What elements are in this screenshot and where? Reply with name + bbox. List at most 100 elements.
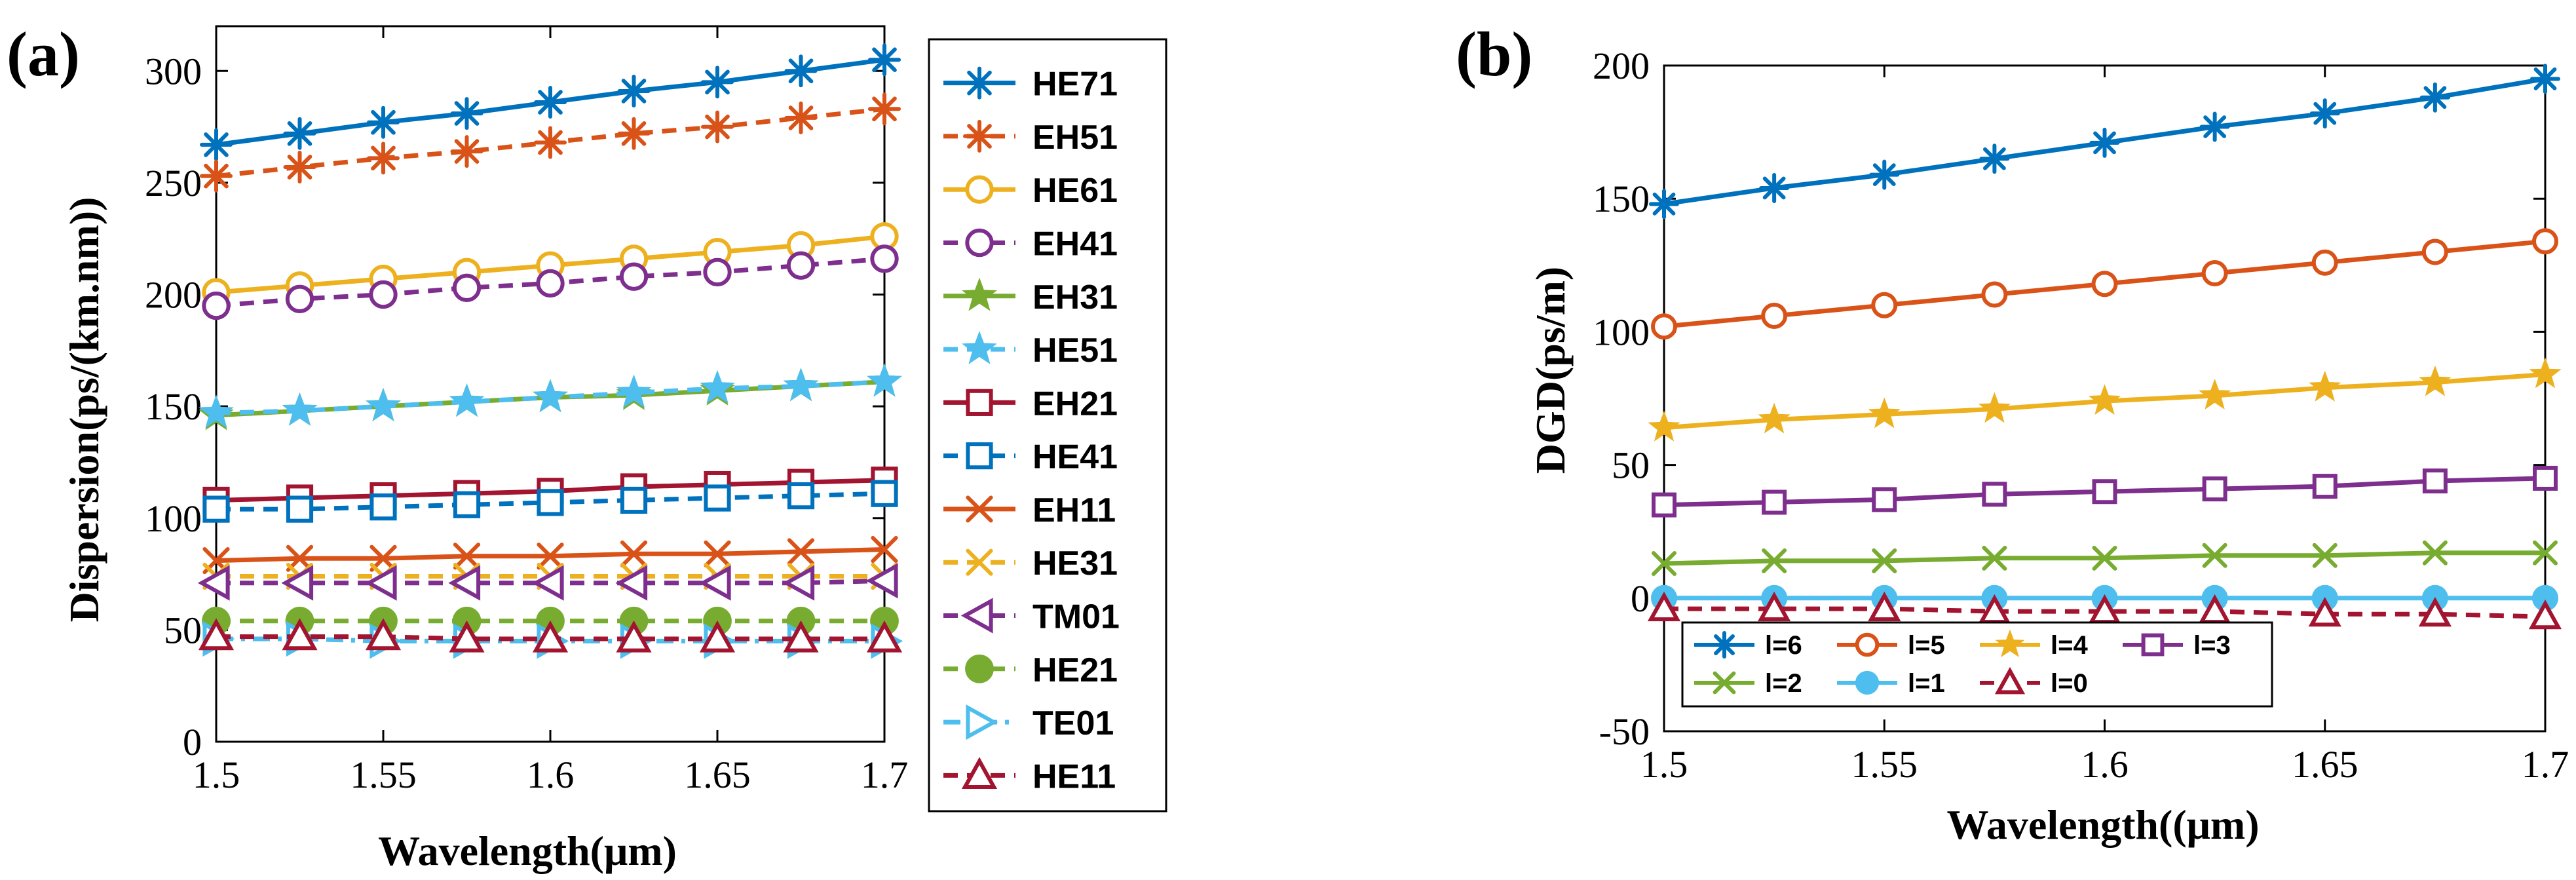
- panel-a-legend-label: TE01: [1032, 704, 1114, 742]
- panel-a-point-he51: [449, 383, 485, 417]
- panel-b-point-l-2: [2312, 543, 2338, 568]
- panel-a-series-he71: [200, 43, 901, 161]
- panel-b-point-l-2: [2533, 540, 2558, 565]
- panel-a-point-he71: [450, 97, 483, 130]
- panel-a-point-eh51: [450, 135, 483, 168]
- panel-a-point-eh41: [870, 244, 899, 273]
- panel-a-point-he51: [199, 394, 234, 429]
- panel-b-legend-marker: [2141, 633, 2165, 657]
- panel-b: (b) DGD(ps/m) Wavelength((μm) 1.5 1.55 1.6…: [1456, 19, 2569, 848]
- panel-b-ytick-label: 150: [1593, 178, 1650, 220]
- panel-b-point-l-0: [1758, 591, 1791, 622]
- panel-a-legend-label: EH21: [1032, 385, 1118, 423]
- panel-a-xtick-label: 1.5: [193, 754, 240, 796]
- panel-b-point-l-6: [1649, 189, 1679, 220]
- panel-a-series-eh41: [202, 244, 899, 320]
- panel-a-legend-label: HE51: [1032, 332, 1118, 370]
- panel-b-point-l-3: [1652, 492, 1676, 518]
- panel-b-legend: l=6 l=5 l=4 l=3 l=2 l=1 l=0: [1681, 621, 2273, 708]
- panel-a-legend-label: HE21: [1032, 651, 1118, 689]
- panel-a-point-he41: [286, 495, 314, 523]
- panel-b-legend-marker: [1713, 671, 1736, 695]
- panel-b-point-l-3: [2092, 479, 2117, 505]
- panel-a-ytick-label: 250: [145, 162, 202, 204]
- panel-a-point-eh11: [787, 538, 815, 565]
- panel-b-point-l-3: [2533, 465, 2558, 491]
- panel-a-xtick-label: 1.55: [350, 754, 417, 796]
- panel-b-point-l-5: [2201, 259, 2228, 286]
- panel-b-point-l-5: [1871, 292, 1898, 318]
- panel-a-point-eh51: [868, 92, 901, 126]
- panel-a-legend-marker: [966, 389, 993, 416]
- panel-b-ytick-label: 200: [1593, 45, 1650, 87]
- panel-a-legend-marker: [966, 704, 998, 740]
- panel-b-plot-area: 1.5 1.55 1.6 1.65 1.7 -50 0 50 100 150 200: [1593, 45, 2569, 786]
- panel-b-legend-label: l=6: [1765, 631, 1802, 660]
- panel-a-xlabel: Wavelength(μm): [378, 828, 677, 874]
- panel-a-point-he71: [283, 117, 316, 150]
- panel-b-point-l-0: [2528, 600, 2562, 630]
- panel-b-legend-label: l=4: [2051, 631, 2088, 660]
- panel-b-xtick-label: 1.55: [1851, 743, 1918, 786]
- panel-a-legend-marker: [960, 598, 993, 634]
- panel-a-legend-marker: [965, 228, 994, 258]
- panel-a-point-he41: [202, 495, 230, 523]
- panel-a-legend-label: EH31: [1032, 278, 1118, 316]
- panel-a-point-eh11: [871, 535, 898, 564]
- panel-b-legend-entry-l-1: l=1: [1837, 669, 1945, 698]
- panel-b-series-l-2: [1652, 540, 2558, 576]
- panel-a-legend-entry-he41: HE41: [943, 438, 1118, 476]
- panel-b-xtick-label: 1.65: [2292, 743, 2358, 786]
- panel-a-point-he51: [282, 392, 318, 426]
- panel-b-series-l-5: [1651, 228, 2558, 340]
- panel-a-legend-entry-he61: HE61: [943, 172, 1118, 210]
- panel-a-legend-entry-eh41: EH41: [943, 225, 1118, 263]
- panel-a-point-he71: [617, 74, 651, 107]
- panel-b-point-l-2: [1652, 550, 1676, 576]
- panel-b-point-l-4: [2088, 384, 2121, 415]
- panel-a-point-tm01: [364, 565, 397, 601]
- panel-a-legend-entry-he31: HE31: [943, 545, 1118, 583]
- panel-a-legend-entry-he51: HE51: [943, 330, 1118, 370]
- panel-b-point-l-2: [1872, 548, 1897, 573]
- panel-a-point-he11: [616, 620, 652, 653]
- panel-b-legend-label: l=1: [1908, 669, 1945, 698]
- panel-a-legend-entry-te01: TE01: [943, 704, 1114, 742]
- panel-a-legend-entry-he71: HE71: [943, 66, 1118, 104]
- panel-a-series-he41: [202, 480, 898, 523]
- panel-b-ytick-label: 50: [1612, 444, 1650, 487]
- panel-b-legend-label: l=0: [2051, 669, 2088, 698]
- panel-a-legend: HE71 EH51 HE61 EH41 EH31 HE51 EH21 HE41 EH11 HE31…: [928, 38, 1167, 813]
- panel-b-legend-label: l=3: [2193, 631, 2231, 660]
- panel-a-point-he41: [537, 489, 564, 516]
- panel-b-series-l-3: [1652, 465, 2558, 518]
- panel-b-legend-entry-l-0: l=0: [1980, 666, 2088, 698]
- panel-b-xtick-label: 1.5: [1640, 743, 1688, 786]
- panel-b-series-l-4: [1648, 357, 2562, 442]
- panel-a-point-he11: [866, 620, 903, 653]
- panel-a-point-tm01: [281, 565, 314, 601]
- panel-b-legend-label: l=2: [1765, 669, 1802, 698]
- panel-a-point-he11: [532, 620, 569, 653]
- panel-a-legend-label: HE61: [1032, 172, 1118, 210]
- panel-b-point-l-4: [2419, 365, 2452, 396]
- panel-a-legend-marker: [963, 66, 996, 100]
- panel-a-point-eh41: [285, 284, 314, 314]
- panel-b-point-l-3: [2422, 468, 2448, 493]
- panel-a-ytick-label: 100: [145, 497, 202, 540]
- panel-a-legend-box: [928, 38, 1167, 813]
- panel-a-legend-label: TM01: [1032, 598, 1120, 636]
- panel-a-legend-label: EH51: [1032, 119, 1118, 157]
- panel-a: (a) Dispersion(ps/(km.nm)) Wavelength(μm…: [7, 19, 1167, 874]
- panel-b-series-line-l-0: [1664, 606, 2546, 619]
- panel-a-legend-entry-eh21: EH21: [943, 385, 1118, 423]
- panel-b-point-l-6: [1759, 172, 1790, 203]
- panel-a-ytick-label: 50: [164, 609, 202, 651]
- panel-a-legend-label: HE71: [1032, 66, 1118, 104]
- panel-a-point-eh11: [453, 543, 481, 570]
- panel-b-tag: (b): [1456, 19, 1532, 89]
- panel-a-legend-marker: [965, 654, 994, 683]
- panel-a-point-he71: [868, 43, 901, 77]
- panel-b-ylabel: DGD(ps/m): [1527, 267, 1574, 474]
